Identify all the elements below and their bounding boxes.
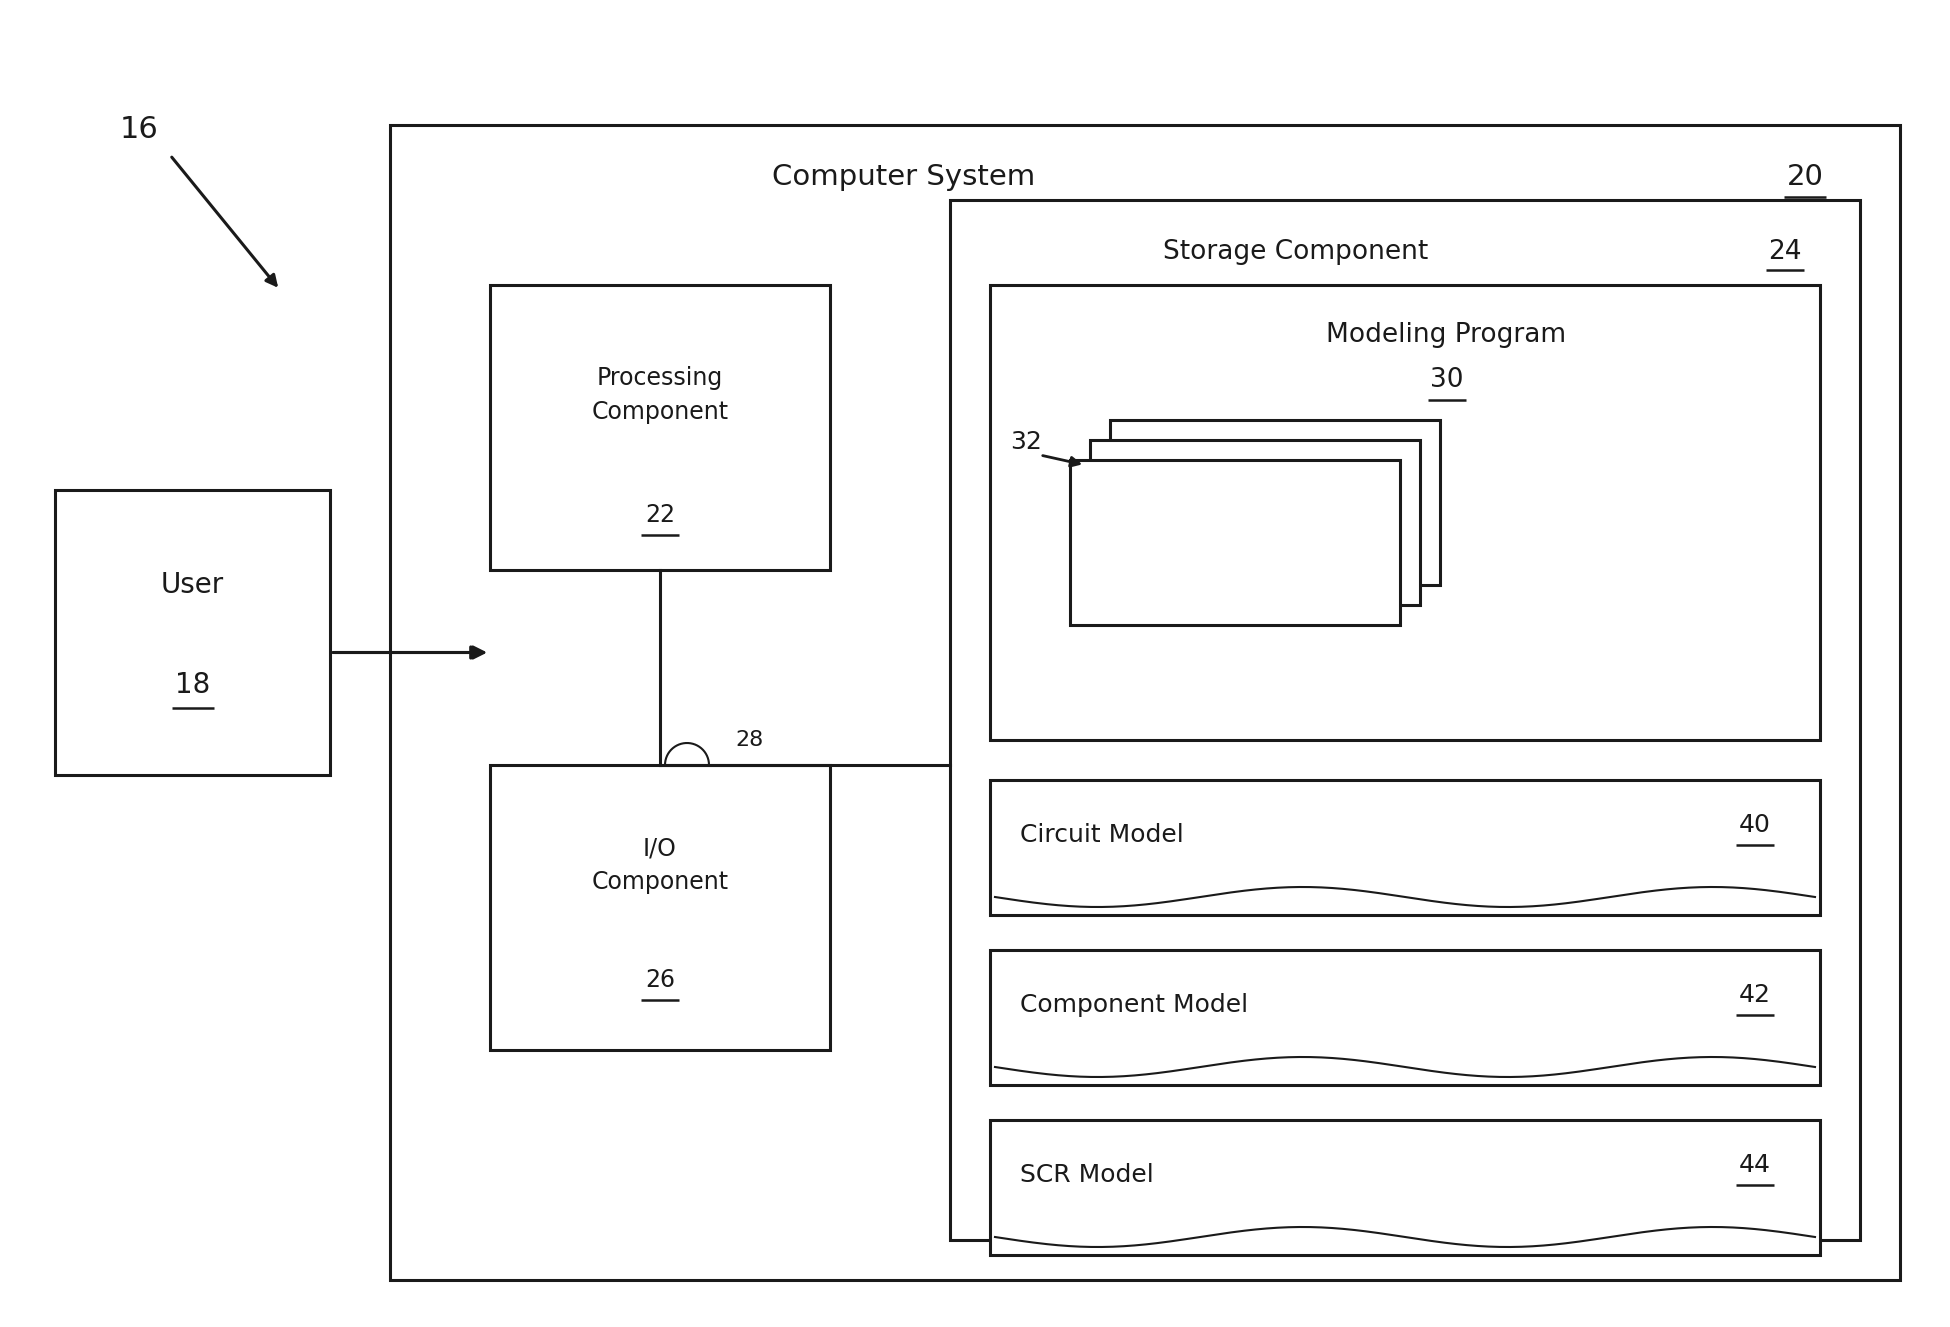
Bar	[390, 125, 1899, 1281]
Text: 20: 20	[1786, 163, 1823, 191]
Text: Computer System: Computer System	[772, 163, 1035, 191]
Bar	[991, 950, 1819, 1085]
Text: Component Model: Component Model	[1020, 993, 1248, 1016]
Text: Storage Component: Storage Component	[1162, 239, 1429, 265]
Text: 30: 30	[1429, 368, 1462, 393]
Text: User: User	[160, 571, 224, 598]
Text: Modeling Program: Modeling Program	[1326, 322, 1566, 348]
Text: 42: 42	[1739, 983, 1771, 1007]
Text: SCR Model: SCR Model	[1020, 1162, 1154, 1186]
Text: 24: 24	[1769, 239, 1802, 265]
Bar	[991, 780, 1819, 916]
Text: I/O
Component: I/O Component	[591, 836, 729, 894]
Bar	[1090, 441, 1420, 605]
Text: Circuit Model: Circuit Model	[1020, 823, 1184, 847]
Bar	[991, 1120, 1819, 1255]
Text: 40: 40	[1739, 813, 1771, 837]
Bar	[489, 764, 831, 1050]
Bar	[991, 285, 1819, 740]
Text: 16: 16	[121, 115, 158, 145]
Bar	[1110, 421, 1439, 585]
Bar	[950, 200, 1860, 1239]
Text: 26: 26	[645, 967, 675, 993]
Bar	[1071, 460, 1400, 625]
Text: 22: 22	[645, 503, 675, 527]
Bar	[489, 285, 831, 571]
Bar	[55, 490, 330, 775]
Text: 28: 28	[735, 730, 762, 750]
Text: 18: 18	[176, 671, 211, 699]
Text: 44: 44	[1739, 1153, 1771, 1177]
Text: 32: 32	[1010, 430, 1041, 454]
Text: Processing
Component: Processing Component	[591, 366, 729, 423]
